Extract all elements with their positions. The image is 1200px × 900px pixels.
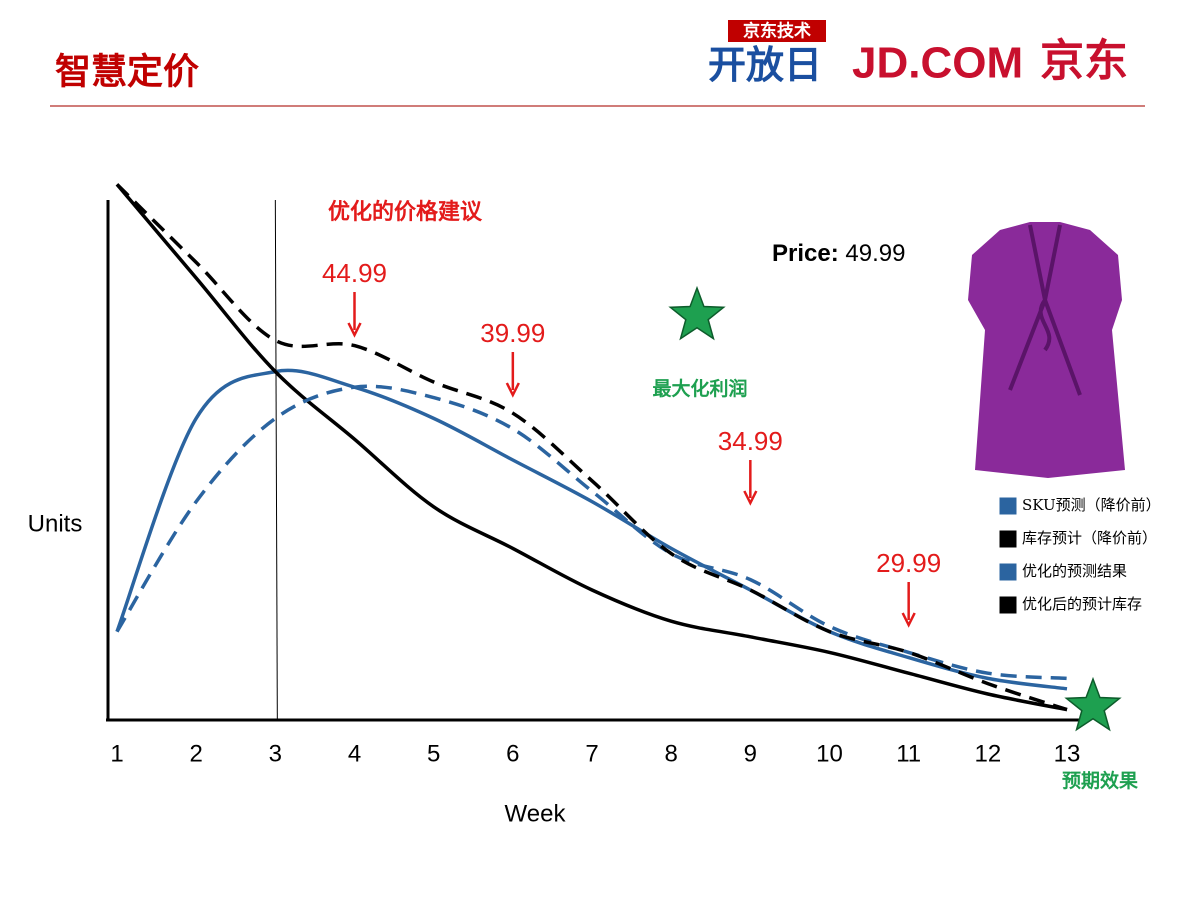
slide-title: 智慧定价: [55, 51, 199, 92]
x-tick-label: 8: [664, 740, 677, 767]
blouse-tie: [1008, 224, 1082, 396]
annotation-arrowhead: [347, 322, 362, 338]
x-tick-label: 9: [744, 740, 757, 767]
x-tick-label: 4: [348, 740, 361, 767]
x-tick-label: 13: [1054, 740, 1081, 767]
price-annotation: 34.99: [718, 426, 783, 456]
x-tick-label: 3: [269, 740, 282, 767]
x-tick-label: 1: [110, 740, 123, 767]
brand-cn: 京东: [1040, 37, 1128, 86]
series-line: [115, 384, 1068, 681]
annotation-arrowhead: [505, 382, 520, 398]
legend-swatch: [998, 496, 1018, 516]
x-tick-label: 12: [974, 740, 1001, 767]
goal-label: 预期效果: [1062, 769, 1138, 792]
legend-swatch: [998, 595, 1018, 615]
x-tick-label: 5: [427, 740, 440, 767]
logo-main: 开放日: [708, 45, 822, 87]
legend-label: 优化的预测结果: [1022, 562, 1127, 580]
series-line: [115, 183, 1068, 712]
y-axis-label: Units: [28, 510, 83, 537]
series-line: [115, 183, 1068, 712]
goal-label: 最大化利润: [652, 377, 747, 400]
goal-star: [1064, 676, 1122, 732]
price-value: 49.99: [845, 240, 905, 267]
goal-star: [668, 285, 726, 341]
brand: JD.COM: [852, 39, 1023, 88]
price: Price: 49.99: [772, 240, 905, 267]
series-line: [115, 368, 1068, 691]
x-tick-label: 11: [896, 740, 921, 767]
x-axis-label: Week: [505, 800, 567, 827]
x-tick-label: 10: [816, 740, 843, 767]
divider: [274, 199, 278, 721]
price-annotation: 44.99: [322, 258, 387, 288]
logo-top: 京东技术: [743, 20, 811, 40]
product-image: [968, 222, 1125, 478]
legend-label: 优化后的预计库存: [1022, 595, 1142, 613]
logo: 京东技术 开放日 JD.COM 京东: [708, 20, 1128, 88]
chart-title: 优化的价格建议: [328, 199, 483, 224]
annotation-arrowhead: [743, 490, 758, 506]
price-annotation: 29.99: [876, 548, 941, 578]
annotation-arrowhead: [901, 612, 916, 628]
price-annotation: 39.99: [480, 318, 545, 348]
price-label: Price:: [772, 240, 839, 267]
legend-swatch: [998, 562, 1018, 582]
logo-badge: [728, 20, 826, 42]
legend-label: 库存预计（降价前）: [1022, 529, 1157, 547]
legend-label: SKU预测（降价前）: [1022, 496, 1161, 514]
x-tick-label: 7: [585, 740, 598, 767]
x-tick-label: 6: [506, 740, 519, 767]
legend-swatch: [998, 529, 1018, 549]
x-tick-label: 2: [189, 740, 202, 767]
